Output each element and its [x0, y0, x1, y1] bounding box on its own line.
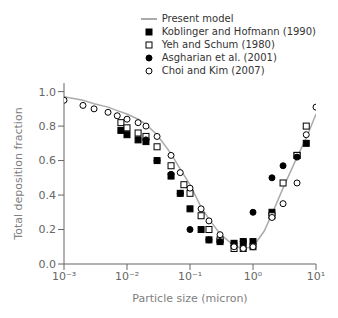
svg-text:1.0: 1.0 [39, 86, 57, 99]
svg-text:0.4: 0.4 [39, 189, 57, 202]
svg-text:0.6: 0.6 [39, 154, 57, 167]
svg-text:10⁰: 10⁰ [244, 270, 263, 283]
svg-text:0.8: 0.8 [39, 120, 57, 133]
html-text:Asgharian et al. (2001): Asgharian et al. (2001) [161, 52, 277, 63]
html-text:Yeh and Schum (1980): Yeh and Schum (1980) [161, 39, 275, 50]
html-text:Koblinger and Hofmann (1990): Koblinger and Hofmann (1990) [161, 26, 316, 37]
svg-text:10⁻²: 10⁻² [115, 270, 139, 283]
html-text:Present model: Present model [161, 13, 234, 24]
svg-text:0.2: 0.2 [39, 223, 57, 236]
svg-text:0.0: 0.0 [39, 258, 57, 271]
svg-text:Total deposition fraction: Total deposition fraction [12, 107, 25, 240]
svg-text:10¹: 10¹ [307, 270, 325, 283]
svg-text:10⁻¹: 10⁻¹ [178, 270, 202, 283]
svg-text:10⁻³: 10⁻³ [52, 270, 76, 283]
html-text:Choi and Kim (2007): Choi and Kim (2007) [161, 65, 265, 76]
svg-text:Particle size (micron): Particle size (micron) [132, 292, 247, 305]
